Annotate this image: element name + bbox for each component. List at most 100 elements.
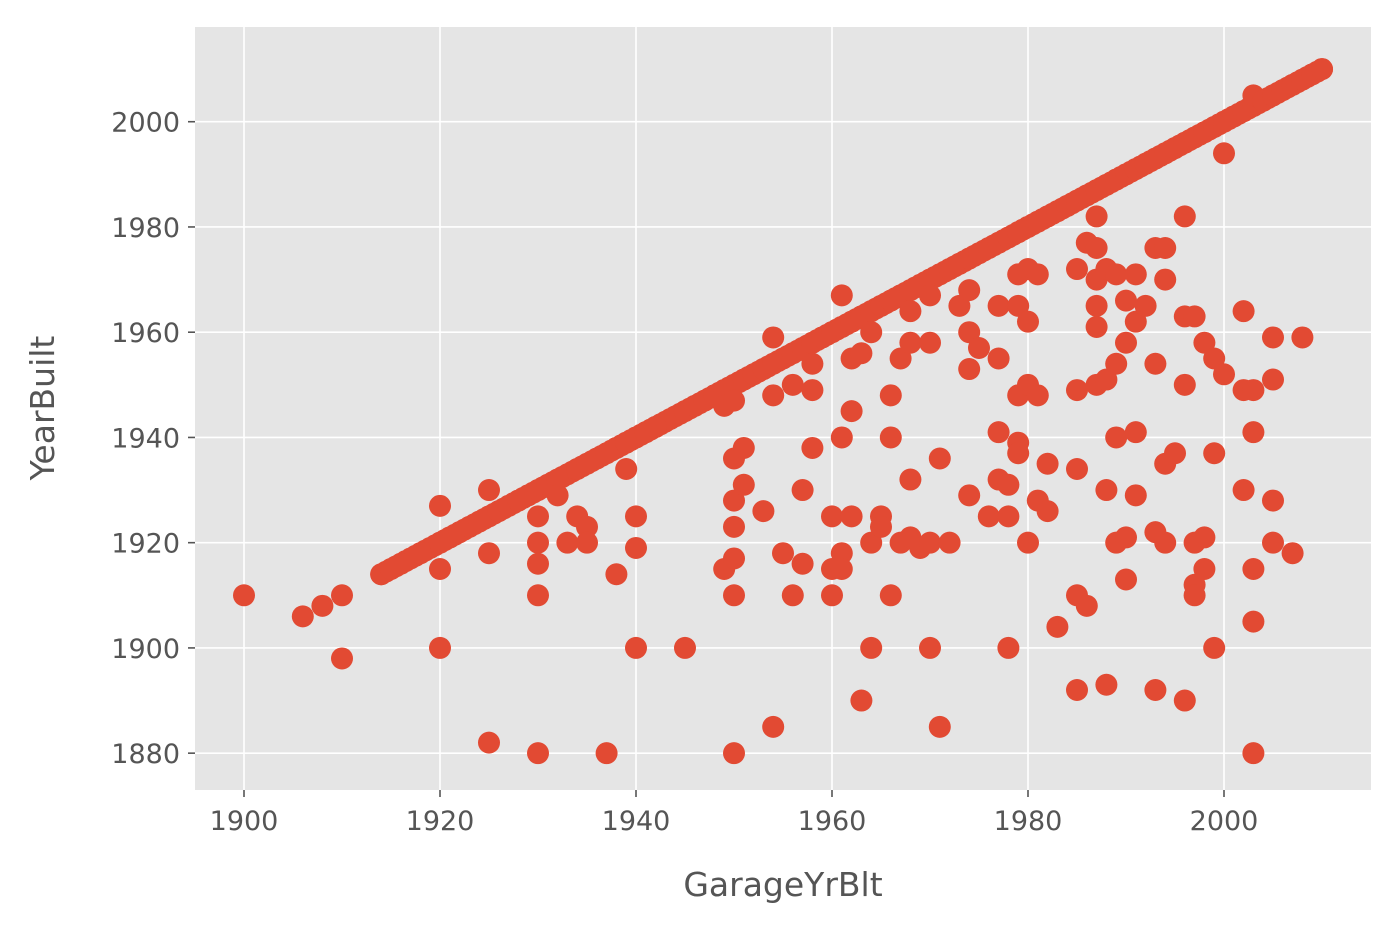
data-point	[723, 389, 745, 412]
data-point	[830, 557, 853, 580]
data-point	[527, 552, 549, 575]
data-point	[1085, 205, 1108, 228]
data-point	[1262, 531, 1284, 554]
y-tick-label: 1920	[111, 529, 180, 560]
data-point	[889, 347, 912, 370]
x-axis-label: GarageYrBlt	[683, 865, 882, 904]
data-point	[723, 547, 745, 570]
data-point	[527, 531, 549, 554]
data-point	[1164, 442, 1186, 465]
data-point	[1046, 615, 1069, 638]
data-point	[1085, 294, 1108, 317]
data-point	[1124, 263, 1147, 286]
data-point	[938, 531, 961, 554]
data-point	[958, 358, 981, 381]
data-point	[1095, 673, 1118, 696]
data-point	[958, 484, 981, 507]
data-point	[958, 321, 981, 344]
data-point	[1007, 442, 1030, 465]
data-point	[830, 542, 853, 565]
data-point	[1232, 300, 1255, 323]
data-point	[801, 352, 824, 375]
data-point	[732, 473, 755, 496]
data-point	[1193, 557, 1216, 580]
data-point	[879, 384, 902, 407]
data-point	[997, 636, 1020, 659]
data-point	[850, 689, 873, 712]
data-point	[1124, 421, 1147, 444]
data-point	[233, 584, 255, 607]
data-point	[968, 336, 990, 359]
data-point	[860, 321, 883, 344]
data-point	[1242, 379, 1265, 402]
x-tick-label: 2000	[1190, 806, 1259, 837]
data-point	[527, 505, 549, 528]
data-point	[1183, 584, 1206, 607]
data-point	[1262, 368, 1284, 391]
data-point	[546, 468, 569, 491]
data-point	[1311, 58, 1333, 81]
data-point	[1026, 263, 1049, 286]
data-point	[1291, 326, 1314, 349]
axis-ticks: 1900 1920 1940 1960 1980 2000 1880 1900 1920 1940…	[111, 108, 1258, 837]
data-point	[478, 542, 500, 565]
data-point	[1036, 500, 1059, 523]
data-point	[595, 742, 618, 765]
data-point	[1134, 294, 1157, 317]
data-point	[1203, 636, 1226, 659]
x-tick-label: 1900	[210, 806, 279, 837]
data-point	[389, 552, 412, 575]
data-point	[478, 479, 500, 502]
data-point	[331, 584, 353, 607]
data-point	[1144, 679, 1167, 702]
data-point	[1242, 557, 1265, 580]
data-point	[840, 505, 863, 528]
data-point	[311, 594, 334, 617]
data-point	[860, 531, 883, 554]
y-tick-label: 1900	[111, 634, 180, 665]
data-point	[1242, 742, 1265, 765]
data-point	[527, 584, 549, 607]
data-point	[948, 294, 971, 317]
data-point	[1085, 315, 1108, 338]
data-points	[233, 58, 1333, 765]
y-tick-label: 2000	[111, 108, 180, 139]
data-point	[850, 342, 873, 365]
data-point	[987, 294, 1010, 317]
grid-lines	[195, 27, 1371, 790]
data-point	[732, 436, 755, 459]
x-tick-label: 1980	[994, 806, 1063, 837]
data-point	[1115, 526, 1137, 549]
data-point	[1095, 368, 1118, 391]
data-point	[1066, 258, 1088, 281]
data-point	[644, 415, 667, 438]
data-point	[1085, 237, 1108, 260]
data-point	[1124, 484, 1147, 507]
data-point	[1026, 384, 1049, 407]
data-point	[409, 542, 432, 565]
data-point	[1173, 205, 1196, 228]
data-point	[723, 489, 745, 512]
data-point	[1017, 310, 1039, 333]
data-point	[791, 552, 814, 575]
data-point	[1232, 479, 1255, 502]
data-point	[928, 715, 951, 738]
data-point	[1281, 542, 1304, 565]
data-point	[723, 742, 745, 765]
data-point	[1173, 373, 1196, 396]
data-point	[977, 505, 1000, 528]
y-tick-label: 1940	[111, 423, 180, 454]
data-point	[1075, 594, 1098, 617]
data-point	[840, 400, 863, 423]
data-point	[830, 284, 853, 307]
data-point	[919, 331, 941, 354]
data-point	[576, 531, 598, 554]
data-point	[1115, 331, 1137, 354]
data-point	[821, 584, 843, 607]
x-tick-label: 1940	[602, 806, 671, 837]
data-point	[723, 515, 745, 538]
data-point	[625, 636, 647, 659]
data-point	[919, 284, 941, 307]
y-axis-label: YearBuilt	[23, 336, 62, 482]
